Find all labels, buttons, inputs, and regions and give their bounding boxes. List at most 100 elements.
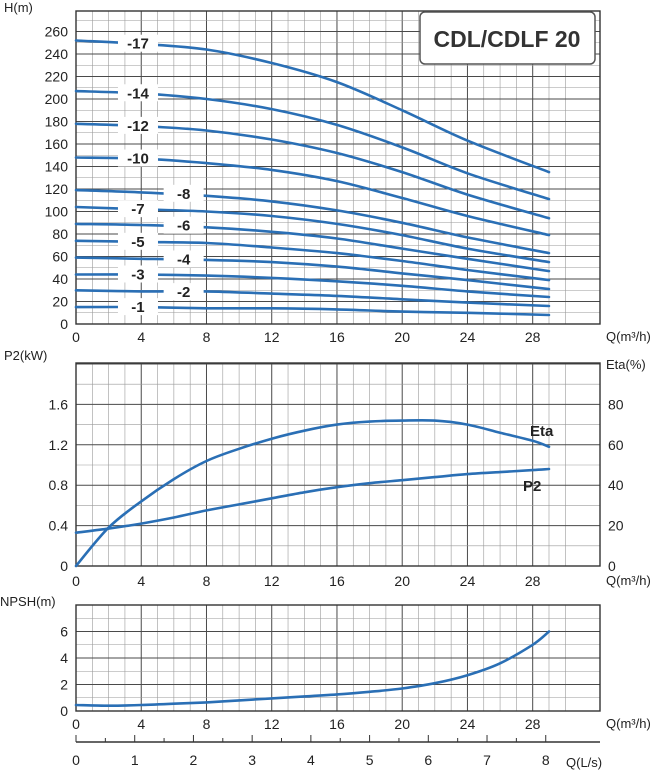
power-y-axis-label: P2(kW) bbox=[4, 348, 47, 363]
curve-label-bg bbox=[117, 116, 158, 134]
ls-x-tick: 1 bbox=[131, 752, 139, 768]
power-x-tick: 0 bbox=[72, 573, 80, 589]
power-x-tick: 4 bbox=[137, 573, 145, 589]
eta-y-axis-label: Eta(%) bbox=[606, 357, 646, 372]
curve-label-bg bbox=[163, 250, 204, 268]
npsh-x-tick: 4 bbox=[137, 716, 145, 732]
head-x-tick: 20 bbox=[394, 329, 410, 345]
eta-curve-label: Eta bbox=[530, 423, 554, 440]
ls-x-tick: 3 bbox=[248, 752, 256, 768]
head-y-tick: 0 bbox=[60, 316, 68, 332]
head-y-tick: 160 bbox=[45, 136, 69, 152]
power-y-tick: 0 bbox=[60, 558, 68, 574]
curve-label: -14 bbox=[127, 85, 149, 102]
power-y-tick: 1.2 bbox=[49, 437, 69, 453]
power-y-tick: 0.4 bbox=[49, 518, 69, 534]
npsh-x-tick: 12 bbox=[264, 716, 280, 732]
npsh-y-tick: 6 bbox=[60, 624, 68, 640]
chart-title: CDL/CDLF 20 bbox=[434, 26, 581, 52]
curve-label-bg bbox=[117, 34, 158, 52]
curve-label-bg bbox=[117, 149, 158, 167]
power-panel-frame bbox=[75, 362, 601, 567]
ls-x-tick: 5 bbox=[366, 752, 374, 768]
head-x-axis-label: Q(m³/h) bbox=[606, 329, 651, 344]
npsh-panel-frame bbox=[75, 604, 601, 712]
ls-x-tick: 0 bbox=[72, 752, 80, 768]
head-curve bbox=[74, 289, 551, 308]
ls-x-tick: 4 bbox=[307, 752, 315, 768]
curve-label-bg bbox=[117, 265, 158, 283]
eta-y-tick: 0 bbox=[608, 558, 616, 574]
curve-label-bg bbox=[163, 184, 204, 202]
head-curve bbox=[74, 188, 551, 255]
curve-label: -7 bbox=[131, 201, 144, 218]
curve-label-bg bbox=[117, 232, 158, 250]
head-y-tick: 80 bbox=[52, 226, 68, 242]
head-x-tick: 0 bbox=[72, 329, 80, 345]
curve-label: -12 bbox=[127, 118, 149, 135]
head-y-tick: 60 bbox=[52, 249, 68, 265]
power-x-tick: 16 bbox=[329, 573, 345, 589]
head-curve bbox=[74, 256, 551, 291]
head-x-tick: 24 bbox=[460, 329, 476, 345]
curve-label: -10 bbox=[127, 151, 149, 168]
ls-x-axis-label: Q(L/s) bbox=[566, 755, 602, 770]
ls-x-tick: 2 bbox=[190, 752, 198, 768]
power-x-tick: 12 bbox=[264, 573, 280, 589]
head-x-tick: 8 bbox=[203, 329, 211, 345]
npsh-y-tick: 4 bbox=[60, 650, 68, 666]
p2-curve bbox=[74, 467, 551, 534]
head-x-tick: 28 bbox=[525, 329, 541, 345]
head-y-tick: 140 bbox=[45, 159, 69, 175]
power-x-tick: 20 bbox=[394, 573, 410, 589]
curve-label: -2 bbox=[177, 284, 190, 301]
eta-y-tick: 20 bbox=[608, 518, 624, 534]
head-y-tick: 200 bbox=[45, 91, 69, 107]
curve-label: -17 bbox=[127, 36, 149, 53]
head-y-tick: 120 bbox=[45, 181, 69, 197]
head-y-tick: 240 bbox=[45, 46, 69, 62]
power-y-tick: 0.8 bbox=[49, 477, 69, 493]
curve-label-bg bbox=[163, 216, 204, 234]
npsh-y-axis-label: NPSH(m) bbox=[0, 594, 56, 609]
npsh-x-tick: 0 bbox=[72, 716, 80, 732]
curve-label-bg bbox=[117, 200, 158, 218]
curve-label: -8 bbox=[177, 186, 190, 203]
npsh-x-tick: 24 bbox=[460, 716, 476, 732]
head-y-tick: 40 bbox=[52, 271, 68, 287]
power-y-tick: 1.6 bbox=[49, 396, 69, 412]
eta-y-tick: 60 bbox=[608, 437, 624, 453]
curve-label: -5 bbox=[131, 234, 144, 251]
eta-y-tick: 80 bbox=[608, 396, 624, 412]
head-curve bbox=[74, 156, 551, 237]
head-y-tick: 220 bbox=[45, 69, 69, 85]
curve-label: -1 bbox=[131, 299, 144, 316]
curve-label: -3 bbox=[131, 267, 144, 284]
eta-curve bbox=[74, 418, 551, 568]
curve-label-bg bbox=[117, 84, 158, 102]
head-x-tick: 12 bbox=[264, 329, 280, 345]
npsh-x-axis-label: Q(m³/h) bbox=[606, 716, 651, 731]
curve-label: -6 bbox=[177, 218, 190, 235]
curve-label: -4 bbox=[177, 251, 191, 268]
curve-label-bg bbox=[163, 283, 204, 301]
power-x-tick: 24 bbox=[460, 573, 476, 589]
title-box: CDL/CDLF 20 bbox=[419, 11, 596, 65]
eta-y-tick: 40 bbox=[608, 477, 624, 493]
npsh-x-tick: 20 bbox=[394, 716, 410, 732]
head-panel-frame bbox=[75, 10, 601, 325]
ls-x-tick: 7 bbox=[483, 752, 491, 768]
npsh-y-tick: 0 bbox=[60, 703, 68, 719]
npsh-curve bbox=[74, 630, 551, 708]
p2-curve-label: P2 bbox=[523, 478, 541, 495]
power-x-tick: 28 bbox=[525, 573, 541, 589]
power-x-tick: 8 bbox=[203, 573, 211, 589]
npsh-x-tick: 28 bbox=[525, 716, 541, 732]
ls-x-tick: 8 bbox=[542, 752, 550, 768]
head-y-tick: 100 bbox=[45, 204, 69, 220]
npsh-y-tick: 2 bbox=[60, 677, 68, 693]
power-x-axis-label: Q(m³/h) bbox=[606, 573, 651, 588]
head-x-tick: 16 bbox=[329, 329, 345, 345]
npsh-x-tick: 16 bbox=[329, 716, 345, 732]
